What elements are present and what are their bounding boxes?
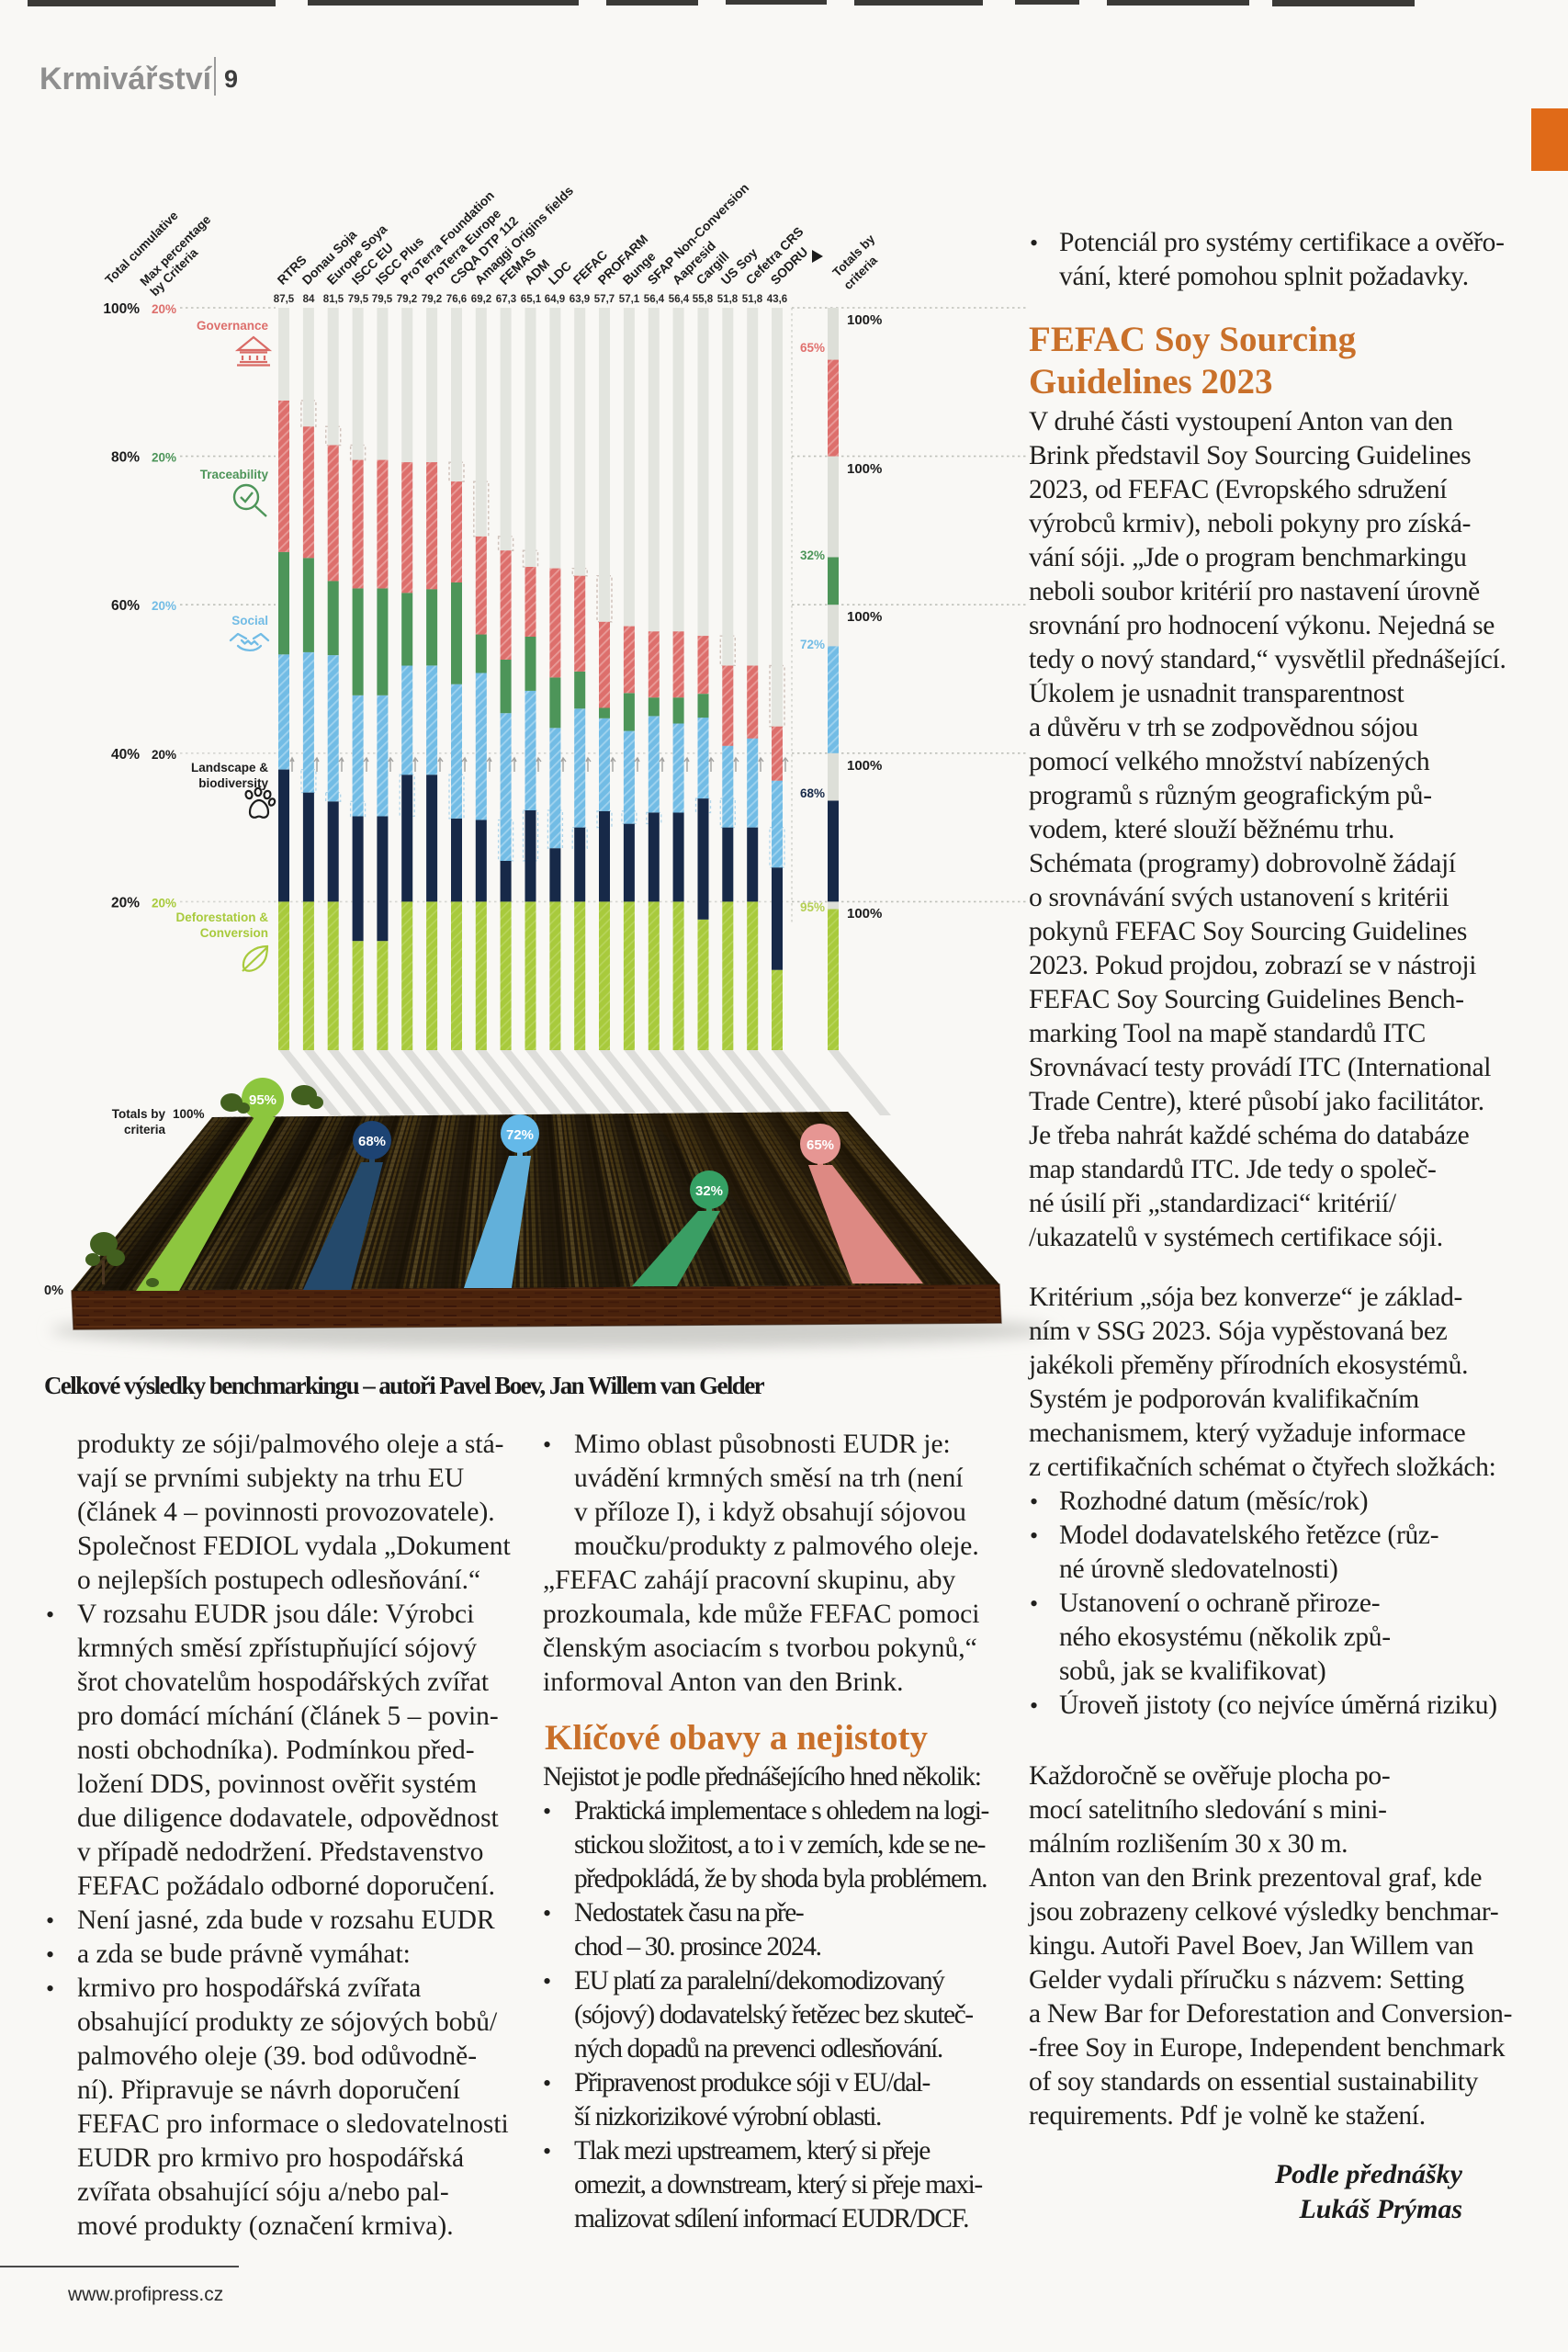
svg-text:65%: 65% bbox=[807, 1137, 834, 1153]
svg-text:55,8: 55,8 bbox=[693, 294, 714, 305]
svg-text:69,2: 69,2 bbox=[471, 294, 491, 305]
svg-text:79,2: 79,2 bbox=[397, 294, 417, 305]
svg-text:20%: 20% bbox=[152, 451, 176, 465]
svg-text:84: 84 bbox=[303, 294, 315, 305]
svg-text:100%: 100% bbox=[847, 461, 882, 477]
svg-text:95%: 95% bbox=[800, 900, 825, 914]
svg-text:79,2: 79,2 bbox=[422, 294, 442, 305]
svg-text:65%: 65% bbox=[800, 341, 825, 355]
svg-text:20%: 20% bbox=[152, 896, 176, 910]
svg-text:20%: 20% bbox=[152, 302, 176, 316]
svg-text:9: 9 bbox=[224, 65, 238, 93]
svg-text:79,5: 79,5 bbox=[348, 294, 369, 305]
svg-text:100%: 100% bbox=[847, 906, 882, 922]
svg-text:64,9: 64,9 bbox=[545, 294, 565, 305]
svg-text:biodiversity: biodiversity bbox=[198, 776, 268, 790]
svg-text:72%: 72% bbox=[800, 638, 825, 651]
svg-text:51,8: 51,8 bbox=[717, 294, 739, 305]
svg-text:LDC: LDC bbox=[546, 258, 575, 288]
svg-text:0%: 0% bbox=[44, 1283, 63, 1298]
svg-text:Krmivářství: Krmivářství bbox=[39, 62, 213, 96]
svg-text:68%: 68% bbox=[800, 786, 825, 800]
svg-text:100%: 100% bbox=[847, 312, 882, 328]
svg-text:20%: 20% bbox=[152, 748, 176, 762]
svg-text:80%: 80% bbox=[111, 450, 140, 466]
svg-text:20%: 20% bbox=[152, 599, 176, 613]
svg-text:68%: 68% bbox=[358, 1134, 386, 1149]
svg-text:Totals by: Totals by bbox=[112, 1107, 166, 1121]
svg-text:43,6: 43,6 bbox=[767, 294, 787, 305]
svg-text:67,3: 67,3 bbox=[496, 294, 516, 305]
svg-text:100%: 100% bbox=[847, 758, 882, 774]
svg-text:20%: 20% bbox=[111, 895, 140, 910]
svg-text:100%: 100% bbox=[173, 1107, 205, 1121]
svg-text:32%: 32% bbox=[800, 548, 825, 562]
svg-text:Deforestation &: Deforestation & bbox=[175, 910, 268, 924]
svg-text:95%: 95% bbox=[249, 1092, 276, 1108]
svg-text:100%: 100% bbox=[847, 609, 882, 625]
svg-text:60%: 60% bbox=[111, 598, 140, 614]
svg-text:40%: 40% bbox=[111, 747, 140, 763]
svg-text:81,5: 81,5 bbox=[323, 294, 344, 305]
svg-text:56,4: 56,4 bbox=[644, 294, 665, 305]
svg-text:57,7: 57,7 bbox=[594, 294, 615, 305]
svg-text:57,1: 57,1 bbox=[619, 294, 640, 305]
svg-text:Social: Social bbox=[231, 614, 268, 628]
svg-text:87,5: 87,5 bbox=[274, 294, 295, 305]
svg-text:100%: 100% bbox=[103, 301, 140, 317]
svg-text:63,9: 63,9 bbox=[570, 294, 590, 305]
svg-text:Governance: Governance bbox=[197, 319, 269, 333]
svg-text:51,8: 51,8 bbox=[742, 294, 763, 305]
svg-text:criteria: criteria bbox=[124, 1123, 166, 1136]
svg-text:79,5: 79,5 bbox=[372, 294, 393, 305]
svg-text:65,1: 65,1 bbox=[521, 294, 542, 305]
svg-text:Landscape &: Landscape & bbox=[191, 761, 268, 775]
svg-text:76,6: 76,6 bbox=[446, 294, 467, 305]
svg-text:Conversion: Conversion bbox=[200, 926, 268, 940]
svg-text:Traceability: Traceability bbox=[200, 468, 269, 481]
svg-text:72%: 72% bbox=[506, 1127, 534, 1143]
svg-text:56,4: 56,4 bbox=[669, 294, 690, 305]
svg-text:32%: 32% bbox=[695, 1183, 723, 1199]
